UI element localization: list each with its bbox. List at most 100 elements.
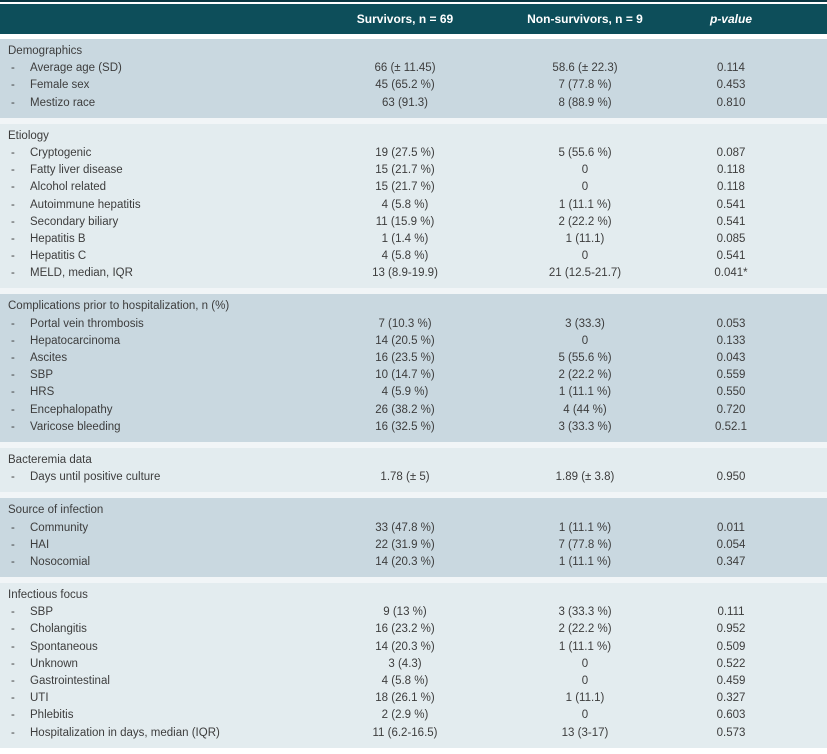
- table-row: - Mestizo race 63 (91.3) 8 (88.9 %) 0.810: [0, 95, 827, 112]
- header-cell-non-survivors: Non-survivors, n = 9: [527, 12, 643, 26]
- row-label: UTI: [30, 692, 49, 705]
- row-label-cell: - SBP: [0, 604, 320, 621]
- survivors-value: 4 (5.8 %): [381, 250, 429, 263]
- p-value: 0.114: [717, 62, 745, 75]
- row-label-cell: - Hospitalization in days, median (IQR): [0, 725, 320, 742]
- table-header-row: Survivors, n = 69 Non-survivors, n = 9 p…: [0, 4, 827, 34]
- row-label-cell: - Community: [0, 520, 320, 537]
- table-row: - SBP 9 (13 %) 3 (33.3 %) 0.111: [0, 604, 827, 621]
- survivors-value: 14 (20.3 %): [375, 640, 435, 653]
- section-bacteremia-data: Bacteremia data - Days until positive cult…: [0, 447, 827, 493]
- non-survivors-value: 58.6 (± 22.3): [552, 62, 618, 75]
- non-survivors-value: 21 (12.5-21.7): [548, 267, 622, 280]
- survivors-value: 11 (6.2-16.5): [372, 726, 438, 739]
- non-survivors-value: 3 (33.3): [565, 317, 605, 330]
- non-survivors-value: 2 (22.2 %): [558, 215, 612, 228]
- row-label-cell: - Encephalopathy: [0, 402, 320, 419]
- row-bullet: -: [11, 471, 15, 484]
- non-survivors-value: 1 (11.1 %): [558, 521, 612, 534]
- p-value: 0.327: [716, 692, 746, 705]
- survivors-value: 16 (23.2 %): [375, 623, 435, 636]
- row-label: Alcohol related: [30, 181, 107, 194]
- non-survivors-value: 0: [581, 657, 589, 670]
- row-bullet: -: [11, 403, 15, 416]
- non-survivors-value: 0: [581, 675, 589, 687]
- row-label-cell: - Days until positive culture: [0, 469, 320, 486]
- row-label-cell: - Nosocomial: [0, 554, 320, 571]
- survivors-value: 14 (20.3 %): [375, 555, 435, 568]
- row-label-cell: - Mestizo race: [0, 95, 320, 112]
- table-row: - Cryptogenic 19 (27.5 %) 5 (55.6 %) 0.087: [0, 145, 827, 162]
- table-top-border: [0, 0, 827, 2]
- non-survivors-value: 7 (77.8 %): [558, 538, 612, 551]
- p-value: 0.559: [716, 369, 746, 382]
- non-survivors-value: 8 (88.9 %): [558, 96, 612, 109]
- row-label-cell: - Secondary biliary: [0, 214, 320, 231]
- row-bullet: -: [11, 96, 15, 109]
- non-survivors-value: 0: [581, 181, 589, 194]
- table-row: - Ascites 16 (23.5 %) 5 (55.6 %) 0.043: [0, 350, 827, 367]
- survivors-value: 4 (5.8 %): [381, 675, 429, 687]
- p-value: 0.952: [716, 623, 746, 636]
- p-value: 0.118: [717, 164, 745, 177]
- row-label-cell: - Phlebitis: [0, 707, 320, 724]
- row-label-cell: - Autoimmune hepatitis: [0, 197, 320, 214]
- row-bullet: -: [11, 215, 15, 228]
- row-bullet: -: [11, 352, 15, 364]
- p-value: 0.085: [716, 232, 746, 245]
- section-title: Complications prior to hospitalization, …: [8, 300, 230, 313]
- row-label: HAI: [30, 538, 50, 551]
- p-value: 0.603: [716, 709, 746, 722]
- survivors-value: 26 (38.2 %): [375, 403, 435, 416]
- row-label-cell: - Unknown: [0, 656, 320, 673]
- row-label-cell: - MELD, median, IQR: [0, 265, 320, 282]
- survivors-value: 16 (32.5 %): [375, 420, 435, 433]
- non-survivors-value: 0: [581, 164, 589, 177]
- row-label-cell: - Fatty liver disease: [0, 162, 320, 179]
- row-label: Secondary biliary: [30, 215, 119, 228]
- table-row: - Secondary biliary 11 (15.9 %) 2 (22.2 %) 0…: [0, 214, 827, 231]
- row-label: Community: [30, 521, 89, 534]
- row-bullet: -: [11, 250, 15, 263]
- non-survivors-value: 1 (11.1 %): [558, 386, 612, 399]
- row-label: Hepatocarcinoma: [30, 334, 121, 347]
- row-bullet: -: [11, 164, 15, 177]
- survivors-value: 19 (27.5 %): [375, 146, 435, 159]
- survivors-value: 22 (31.9 %): [375, 538, 435, 551]
- p-value: 0.133: [716, 334, 746, 347]
- row-label: Nosocomial: [30, 555, 91, 568]
- header-cell-p-value: p-value: [709, 12, 752, 26]
- survivors-value: 10 (14.7 %): [375, 369, 435, 382]
- p-value: 0.453: [716, 79, 746, 92]
- survivors-value: 16 (23.5 %): [375, 352, 435, 364]
- row-label: Phlebitis: [30, 709, 74, 722]
- row-bullet: -: [11, 606, 15, 619]
- survivors-value: 45 (65.2 %): [375, 79, 435, 92]
- row-bullet: -: [11, 640, 15, 653]
- non-survivors-value: 0: [581, 709, 589, 722]
- row-label-cell: - Cholangitis: [0, 621, 320, 638]
- row-label: Autoimmune hepatitis: [30, 198, 141, 211]
- row-label: HRS: [30, 386, 55, 399]
- non-survivors-value: 2 (22.2 %): [558, 623, 612, 636]
- row-label: Mestizo race: [30, 96, 96, 109]
- row-label-cell: - Hepatocarcinoma: [0, 333, 320, 350]
- row-bullet: -: [11, 232, 15, 245]
- non-survivors-value: 13 (3-17): [561, 726, 609, 739]
- row-label: Days until positive culture: [30, 471, 161, 484]
- p-value: 0.111: [717, 606, 745, 619]
- row-bullet: -: [11, 420, 15, 433]
- non-survivors-value: 4 (44 %): [563, 403, 607, 416]
- p-value: 0.52.1: [715, 420, 747, 433]
- row-label: Encephalopathy: [30, 403, 113, 416]
- row-label: Cholangitis: [30, 623, 87, 636]
- table-row: - Days until positive culture 1.78 (± 5) 1.…: [0, 469, 827, 486]
- survivors-value: 15 (21.7 %): [375, 181, 435, 194]
- non-survivors-value: 1.89 (± 3.8): [555, 471, 615, 484]
- section-title: Infectious focus: [8, 589, 88, 602]
- section-complications-prior-to-hospitalization-n: Complications prior to hospitalization, …: [0, 294, 827, 442]
- row-bullet: -: [11, 538, 15, 551]
- row-label-cell: - Alcohol related: [0, 179, 320, 196]
- section-demographics: Demographics - Average age (SD) 66 (± 11.45…: [0, 39, 827, 118]
